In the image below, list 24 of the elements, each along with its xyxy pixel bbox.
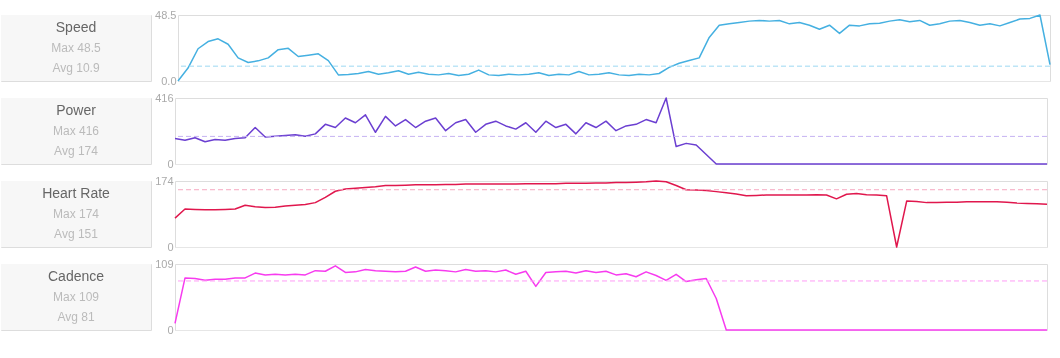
y-tick-label: 416 [155, 91, 174, 104]
y-tick-label: 109 [155, 257, 174, 270]
text: Avg 10.9 [52, 61, 100, 75]
line-series [174, 97, 1048, 165]
y-tick-label: 0 [167, 157, 174, 170]
chart-title: Power [56, 102, 97, 118]
text: Avg 81 [57, 310, 95, 324]
y-tick-label: 48.5 [155, 8, 177, 21]
text: Max 416 [52, 124, 100, 138]
text: Avg 174 [54, 144, 99, 158]
text: Avg 151 [54, 227, 99, 241]
chart-title: Heart Rate [42, 185, 111, 201]
line-series [174, 265, 1048, 331]
y-tick-label: 0 [167, 323, 174, 336]
chart-title: Cadence [47, 268, 105, 284]
chart-title: Speed [55, 19, 97, 35]
text: Max 174 [52, 207, 100, 221]
line-series [177, 14, 1051, 82]
line-series [174, 180, 1048, 248]
y-tick-label: 174 [155, 174, 174, 187]
text: Max 109 [52, 290, 100, 304]
y-tick-label: 0.0 [161, 74, 177, 87]
y-tick-label: 0 [167, 240, 174, 253]
text: Max 48.5 [51, 41, 102, 55]
